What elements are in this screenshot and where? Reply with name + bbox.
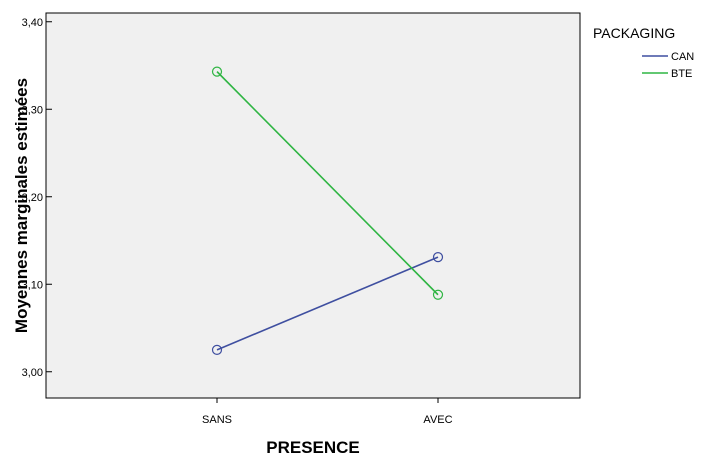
legend: PACKAGING CAN BTE [593,25,694,80]
x-axis-ticks: SANS AVEC [202,398,453,426]
series-line-bte [216,71,439,296]
x-tick-label: AVEC [423,414,452,426]
data-point-can [211,344,223,355]
y-tick-label: 3,30 [22,104,43,116]
y-tick-label: 3,20 [22,192,43,204]
y-tick-label: 3,40 [22,17,43,29]
legend-title: PACKAGING [593,25,675,41]
x-tick-label: SANS [202,414,232,426]
series-line-can [216,256,439,351]
legend-label-bte: BTE [671,68,692,80]
legend-label-can: CAN [671,51,694,63]
data-point-can [432,252,444,263]
data-point-bte [211,66,223,77]
data-point-bte [432,289,444,300]
y-axis-ticks: 3,00 3,10 3,20 3,30 3,40 [22,17,52,379]
series-layer [211,66,444,355]
y-tick-label: 3,10 [22,279,43,291]
plot-area [45,12,581,399]
x-axis-title: PRESENCE [266,438,360,457]
y-axis-title: Moyennes marginales estimées [12,78,31,333]
y-tick-label: 3,00 [22,367,43,379]
